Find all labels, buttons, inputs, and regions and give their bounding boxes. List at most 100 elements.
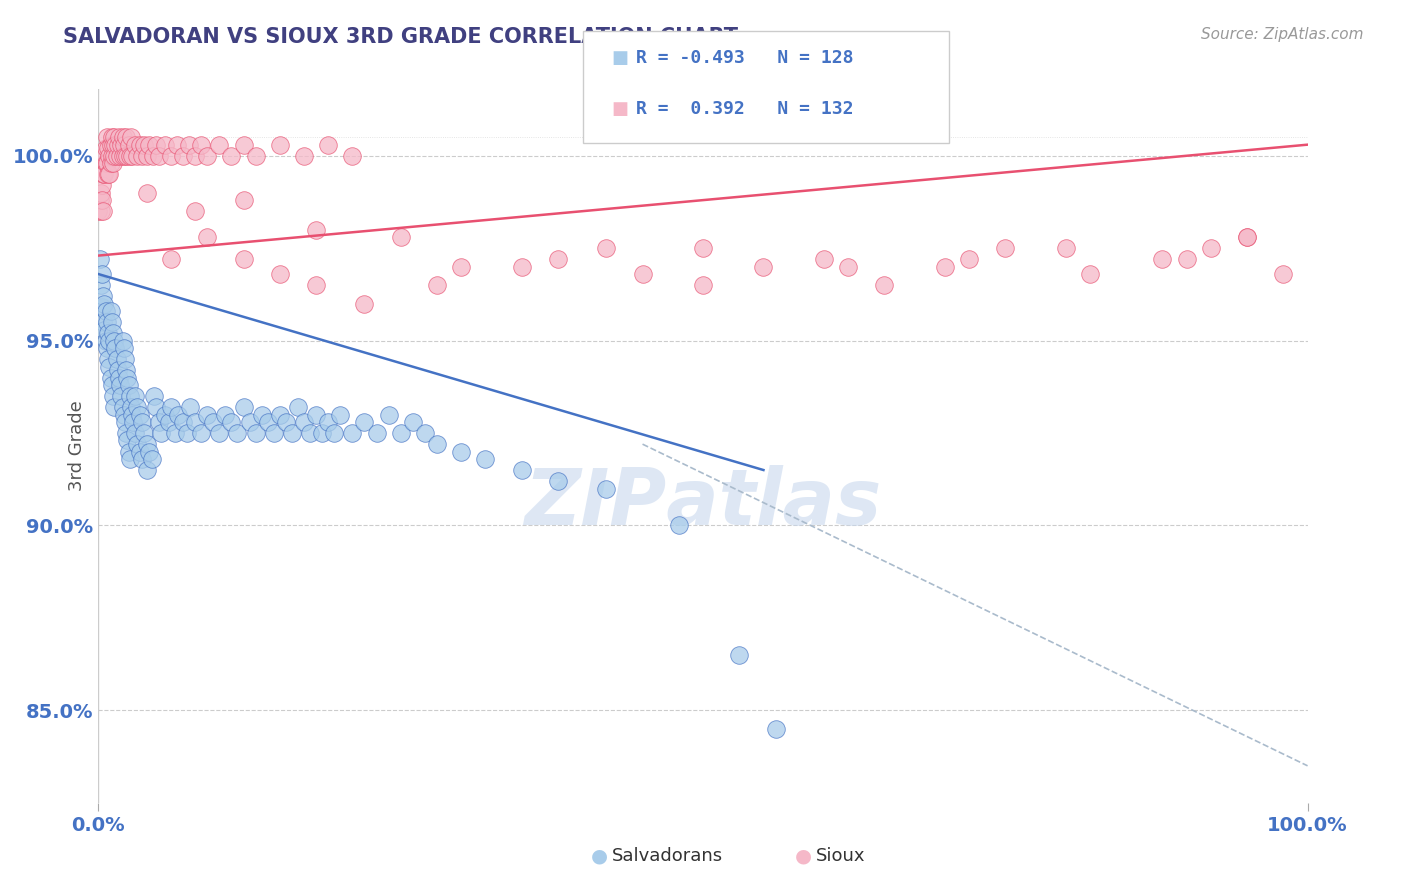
Point	[135, 149, 157, 163]
Point	[112, 408, 135, 422]
Point	[101, 156, 124, 170]
Point	[148, 415, 170, 429]
Point	[474, 452, 496, 467]
Text: Sioux: Sioux	[815, 847, 865, 865]
Point	[292, 415, 315, 429]
Point	[184, 415, 207, 429]
Point	[91, 204, 114, 219]
Point	[232, 137, 254, 152]
Point	[96, 156, 118, 170]
Point	[305, 278, 328, 293]
Point	[167, 408, 190, 422]
Point	[150, 425, 173, 440]
Point	[97, 141, 120, 155]
Point	[208, 137, 231, 152]
Point	[105, 149, 128, 163]
Point	[111, 400, 134, 414]
Point	[90, 186, 112, 200]
Point	[105, 352, 128, 367]
Point	[98, 167, 121, 181]
Point	[138, 444, 160, 458]
Point	[101, 389, 124, 403]
Point	[256, 415, 278, 429]
Point	[91, 301, 114, 315]
Point	[131, 149, 153, 163]
Point	[311, 425, 333, 440]
Point	[89, 252, 111, 267]
Point	[127, 149, 149, 163]
Point	[813, 252, 835, 267]
Point	[692, 278, 714, 293]
Point	[389, 230, 412, 244]
Point	[141, 452, 163, 467]
Point	[245, 149, 267, 163]
Point	[179, 400, 201, 414]
Point	[94, 334, 117, 348]
Point	[631, 267, 654, 281]
Point	[292, 149, 315, 163]
Point	[957, 252, 980, 267]
Point	[98, 359, 121, 374]
Point	[166, 137, 188, 152]
Point	[94, 156, 117, 170]
Point	[93, 167, 115, 181]
Point	[305, 223, 328, 237]
Point	[115, 130, 138, 145]
Point	[120, 400, 142, 414]
Point	[93, 149, 115, 163]
Point	[91, 167, 114, 181]
Point	[184, 149, 207, 163]
Point	[179, 137, 201, 152]
Point	[103, 149, 125, 163]
Point	[118, 444, 141, 458]
Point	[100, 137, 122, 152]
Point	[91, 193, 114, 207]
Point	[100, 304, 122, 318]
Point	[595, 482, 617, 496]
Point	[232, 193, 254, 207]
Point	[353, 415, 375, 429]
Point	[114, 352, 136, 367]
Point	[134, 137, 156, 152]
Point	[108, 149, 131, 163]
Point	[114, 149, 136, 163]
Point	[111, 149, 134, 163]
Point	[176, 425, 198, 440]
Point	[98, 334, 121, 348]
Point	[269, 408, 291, 422]
Point	[153, 137, 176, 152]
Point	[595, 241, 617, 255]
Point	[202, 415, 225, 429]
Point	[117, 434, 139, 448]
Point	[873, 278, 896, 293]
Point	[316, 137, 339, 152]
Point	[100, 378, 122, 392]
Point	[692, 241, 714, 255]
Point	[124, 389, 146, 403]
Point	[103, 130, 125, 145]
Point	[232, 252, 254, 267]
Point	[134, 425, 156, 440]
Point	[94, 141, 117, 155]
Point	[323, 425, 346, 440]
Point	[239, 415, 262, 429]
Point	[450, 444, 472, 458]
Point	[122, 415, 145, 429]
Point	[120, 130, 142, 145]
Point	[269, 137, 291, 152]
Point	[135, 463, 157, 477]
Point	[1152, 252, 1174, 267]
Point	[96, 130, 118, 145]
Point	[353, 296, 375, 310]
Point	[668, 518, 690, 533]
Point	[366, 425, 388, 440]
Point	[115, 363, 138, 377]
Point	[305, 408, 328, 422]
Point	[934, 260, 956, 274]
Point	[450, 260, 472, 274]
Text: R =  0.392   N = 132: R = 0.392 N = 132	[636, 100, 853, 118]
Point	[91, 289, 114, 303]
Point	[128, 444, 150, 458]
Point	[195, 408, 218, 422]
Point	[100, 315, 122, 329]
